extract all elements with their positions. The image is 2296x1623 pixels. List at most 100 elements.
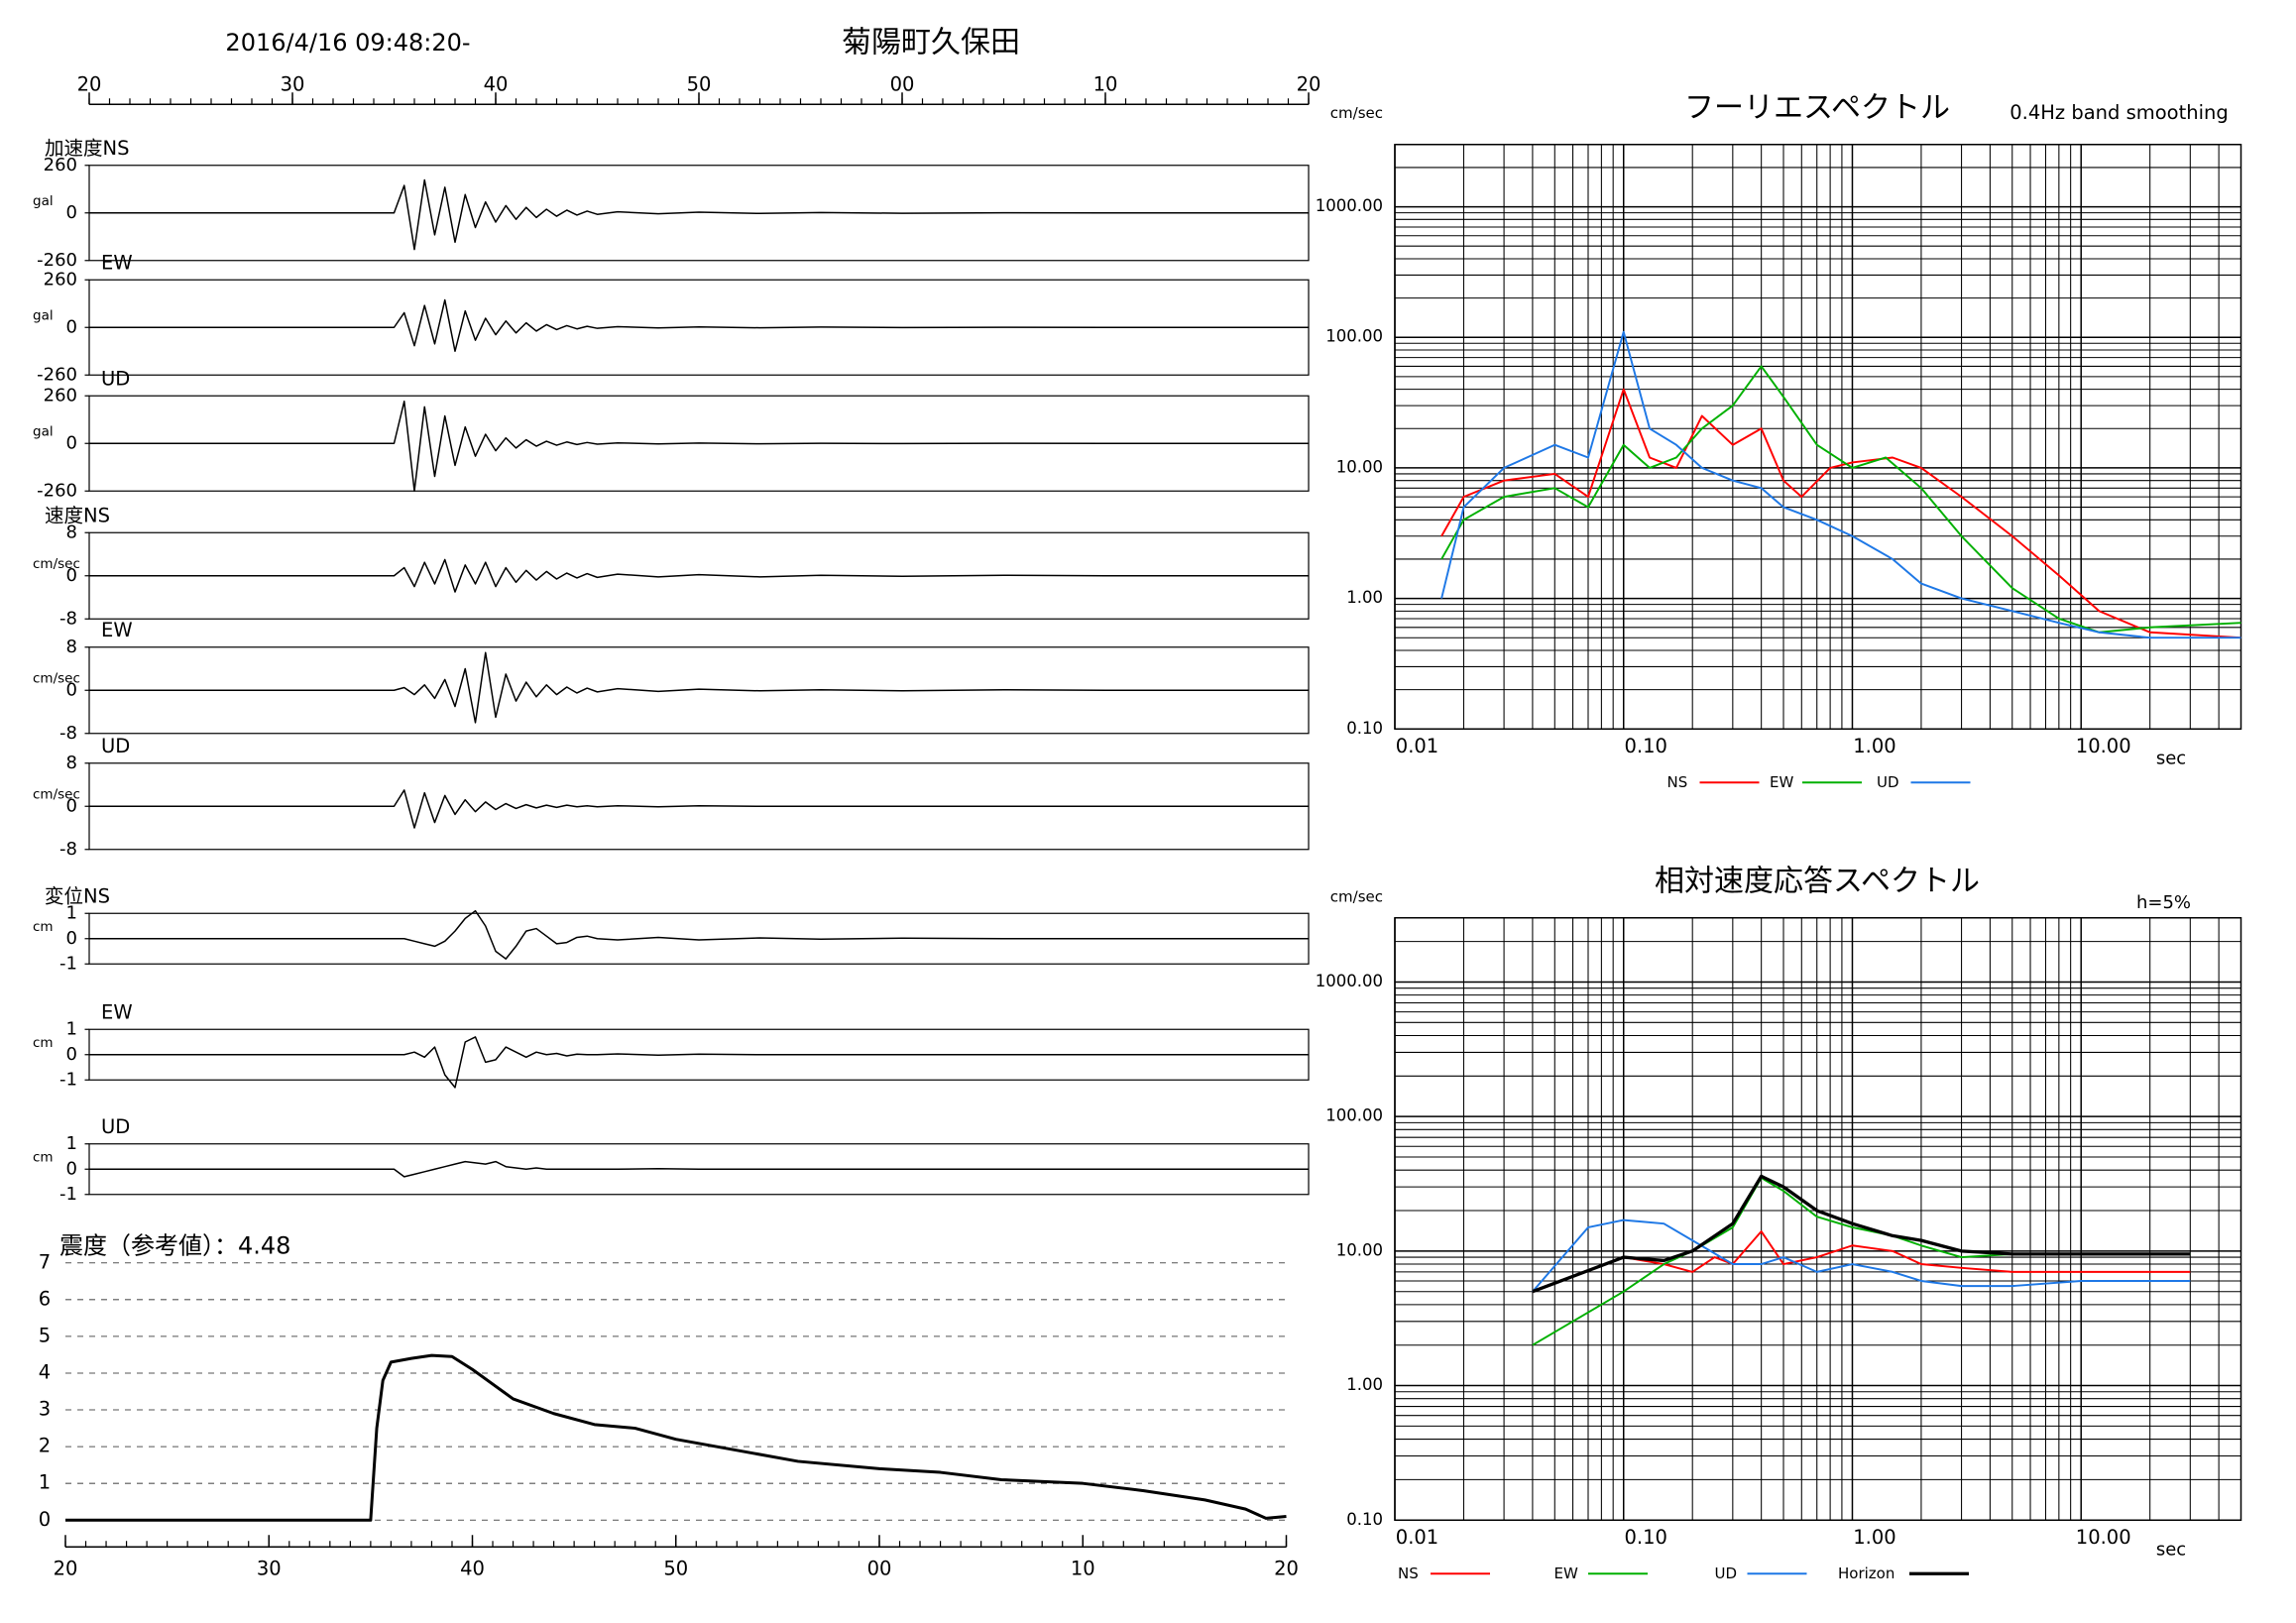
waveform-line [89, 651, 1309, 724]
y-tick-label: 1 [66, 1018, 77, 1039]
plot-frame [1394, 917, 2242, 1521]
panel-label: UD [101, 1115, 130, 1138]
spectrum-line [1440, 388, 2241, 639]
y-tick-label: 8 [66, 753, 77, 773]
panel-label: UD [101, 367, 130, 390]
spectrum-line [1440, 365, 2241, 634]
legend-label: EW [1554, 1565, 1578, 1582]
unit-label: gal [33, 193, 54, 209]
legend-label: NS [1667, 773, 1688, 791]
y-tick-label: 260 [44, 385, 77, 406]
y-tick-label: 100.00 [1325, 327, 1383, 346]
unit-label: gal [33, 423, 54, 439]
x-tick-label: 1.00 [1853, 735, 1895, 757]
y-tick-label: -260 [37, 480, 77, 501]
unit-label: gal [33, 307, 54, 323]
waveform-line [89, 401, 1309, 492]
y-tick-label: 1.00 [1346, 588, 1383, 607]
y-tick-label: -260 [37, 364, 77, 385]
y-tick-label: 0 [66, 432, 77, 453]
x-tick-label: 10 [1093, 72, 1118, 95]
x-tick-label: 20 [54, 1557, 78, 1579]
fourier-title: フーリエスペクトル [1684, 90, 1950, 125]
y-tick-label: 0 [66, 316, 77, 337]
y-tick-label: 8 [66, 522, 77, 542]
x-tick-label: 0.01 [1396, 1526, 1438, 1549]
response-subtitle: h=5% [2136, 892, 2191, 913]
legend-label: EW [1770, 773, 1793, 791]
y-tick-label: 6 [39, 1287, 51, 1310]
waveform-line [89, 298, 1309, 352]
y-tick-label: 0.10 [1346, 1510, 1383, 1529]
x-axis-label: sec [2156, 748, 2186, 768]
y-tick-label: -260 [37, 250, 77, 271]
legend-label: UD [1877, 773, 1899, 791]
y-tick-label: 10.00 [1336, 457, 1383, 476]
x-tick-label: 0.10 [1625, 1526, 1667, 1549]
intensity-title: 震度（参考値）：4.48 [59, 1231, 290, 1259]
spectrum-line [1532, 1177, 2191, 1346]
y-axis-label: cm/sec [1330, 104, 1383, 122]
station-title: 菊陽町久保田 [842, 25, 1020, 59]
y-tick-label: -1 [59, 1184, 77, 1205]
y-tick-label: 1 [66, 1133, 77, 1154]
y-tick-label: 0.10 [1346, 719, 1383, 738]
waveform-line [89, 1160, 1309, 1178]
legend-label: Horizon [1838, 1565, 1894, 1582]
x-axis-label: sec [2156, 1539, 2186, 1560]
panel-label: EW [101, 251, 133, 274]
unit-label: cm [33, 919, 54, 935]
y-tick-label: 0 [66, 679, 77, 700]
panel-label: 速度NS [45, 504, 110, 526]
legend-label: UD [1715, 1565, 1738, 1582]
panel-label: UD [101, 735, 130, 757]
intensity-line [65, 1353, 1287, 1522]
waveform-line [89, 909, 1309, 960]
plot-frame [1394, 143, 2242, 730]
unit-label: cm [33, 1035, 54, 1051]
y-tick-label: 3 [39, 1398, 51, 1421]
x-tick-label: 30 [257, 1557, 282, 1579]
spectrum-line [1532, 1230, 2191, 1293]
y-tick-label: 100.00 [1325, 1106, 1383, 1125]
unit-label: cm/sec [33, 556, 80, 572]
y-tick-label: -1 [59, 953, 77, 974]
x-tick-label: 20 [77, 72, 102, 95]
y-tick-label: -8 [59, 608, 77, 629]
y-tick-label: 1000.00 [1316, 196, 1383, 215]
response-title: 相対速度応答スペクトル [1655, 864, 1980, 898]
x-tick-label: 1.00 [1853, 1526, 1895, 1549]
panel-label: EW [101, 1000, 133, 1023]
record-time: 2016/4/16 09:48:20- [225, 29, 470, 57]
panel-label: 加速度NS [45, 137, 129, 160]
panel-label: 変位NS [45, 884, 110, 907]
y-tick-label: 4 [39, 1360, 51, 1383]
x-tick-label: 0.01 [1396, 735, 1438, 757]
unit-label: cm [33, 1149, 54, 1165]
y-tick-label: 8 [66, 637, 77, 657]
y-tick-label: 0 [66, 795, 77, 816]
panel-label: EW [101, 619, 133, 641]
x-tick-label: 10.00 [2076, 735, 2131, 757]
y-tick-label: 0 [66, 1044, 77, 1065]
waveform-line [89, 789, 1309, 829]
x-tick-label: 10.00 [2076, 1526, 2131, 1549]
y-tick-label: 1 [39, 1471, 51, 1494]
x-tick-label: 20 [1274, 1557, 1299, 1579]
y-tick-label: 5 [39, 1324, 51, 1346]
y-tick-label: 260 [44, 155, 77, 175]
x-tick-label: 50 [663, 1557, 688, 1579]
x-tick-label: 30 [281, 72, 305, 95]
y-tick-label: 260 [44, 269, 77, 290]
waveform-line [89, 558, 1309, 593]
y-tick-label: 7 [39, 1250, 51, 1273]
unit-label: cm/sec [33, 670, 80, 686]
spectrum-line [1532, 1174, 2191, 1294]
y-tick-label: 1000.00 [1316, 972, 1383, 990]
x-tick-label: 40 [460, 1557, 485, 1579]
x-tick-label: 10 [1071, 1557, 1095, 1579]
y-tick-label: 1.00 [1346, 1375, 1383, 1394]
y-tick-label: 1 [66, 902, 77, 923]
y-axis-label: cm/sec [1330, 887, 1383, 905]
